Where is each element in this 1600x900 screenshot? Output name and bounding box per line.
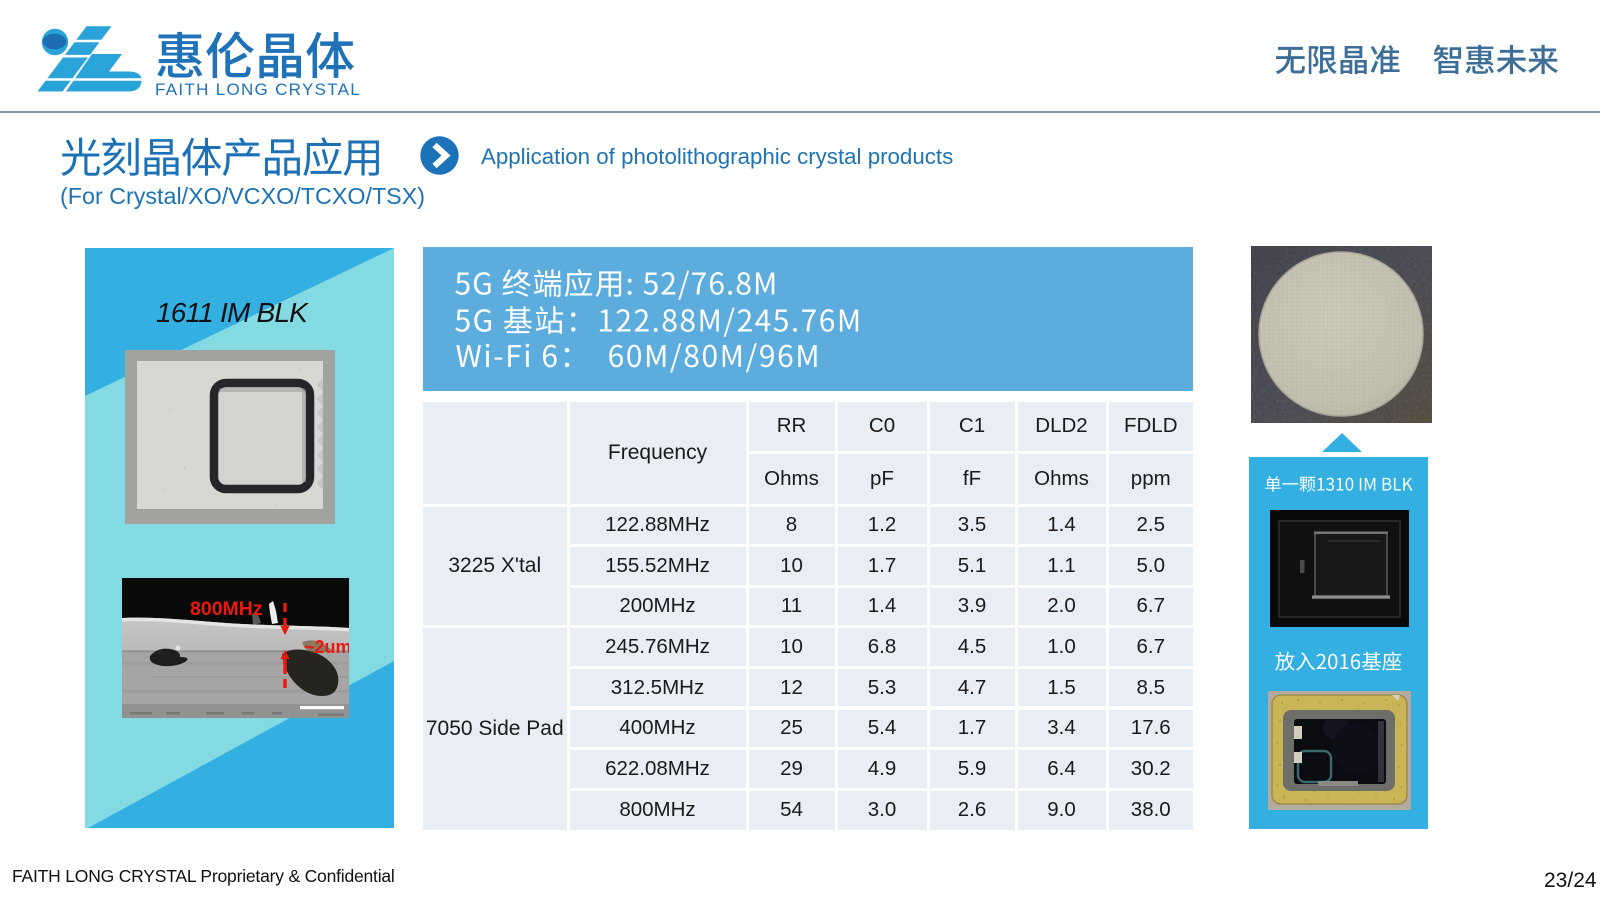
svg-text:FAITH LONG CRYSTAL: FAITH LONG CRYSTAL bbox=[155, 80, 361, 99]
svg-text:~2um: ~2um bbox=[304, 637, 349, 657]
svg-text:800MHz: 800MHz bbox=[190, 598, 263, 620]
